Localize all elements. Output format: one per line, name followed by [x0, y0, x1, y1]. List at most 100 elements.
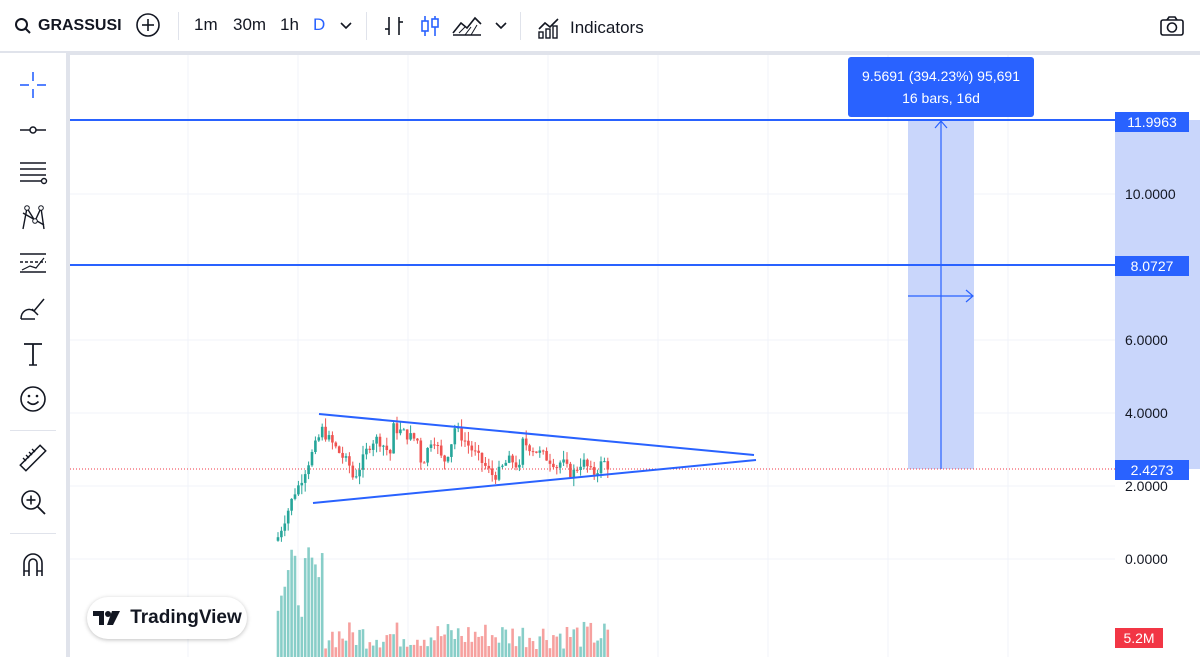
price-tick: 4.0000: [1125, 405, 1168, 421]
volume-bar: [358, 629, 361, 657]
candle-body: [426, 447, 429, 463]
candle-body: [531, 451, 535, 453]
candle-body: [354, 476, 358, 478]
crosshair-icon[interactable]: [18, 70, 48, 100]
volume-bar: [494, 637, 497, 657]
volume-bar: [579, 646, 582, 657]
volume-bar: [320, 553, 324, 657]
indicators-button[interactable]: Indicators: [536, 10, 644, 46]
chevron-down-icon[interactable]: [490, 14, 512, 36]
candle-body: [297, 485, 300, 495]
interval-1h[interactable]: 1h: [280, 15, 299, 34]
volume-bar: [586, 626, 589, 657]
volume-bar: [552, 635, 555, 657]
candle-body: [334, 442, 338, 447]
candle-body: [303, 474, 307, 483]
candle-body: [327, 435, 331, 440]
candles-chart-icon[interactable]: [417, 13, 443, 39]
volume-bar: [518, 636, 521, 657]
volume-bar: [501, 627, 504, 657]
volume-bar: [535, 648, 538, 657]
chevron-down-icon[interactable]: [335, 14, 357, 36]
volume-bar: [300, 616, 304, 657]
volume-bar: [405, 646, 409, 657]
volume-bar: [327, 640, 331, 657]
measure-right-arrow: [965, 289, 974, 303]
volume-bar: [521, 627, 525, 657]
candle-body: [293, 494, 297, 499]
volume-bar: [504, 629, 508, 657]
interval-1m[interactable]: 1m: [194, 15, 218, 34]
candle-body: [579, 466, 582, 471]
candle-body: [494, 475, 497, 480]
volume-bar: [446, 624, 450, 657]
fib-lines-icon[interactable]: [18, 158, 48, 188]
volume-bar: [531, 641, 535, 657]
volume-bar: [470, 641, 474, 657]
volume-bar: [378, 647, 382, 657]
text-icon[interactable]: [18, 339, 48, 369]
volume-bar: [395, 622, 399, 657]
ruler-icon[interactable]: [18, 443, 48, 473]
trendline-lower[interactable]: [312, 459, 757, 504]
zoom-icon[interactable]: [18, 487, 48, 517]
candle-body: [555, 467, 559, 469]
camera-icon[interactable]: [1158, 12, 1186, 40]
divider: [10, 533, 56, 534]
interval-d[interactable]: D: [313, 15, 326, 34]
candle-body: [569, 463, 572, 478]
tradingview-logo[interactable]: TradingView: [87, 597, 247, 639]
candle-body: [586, 459, 589, 467]
volume-bar: [409, 644, 412, 657]
chart-pane[interactable]: 10.0000 6.0000 4.0000 2.0000 0.0000 11.9…: [70, 55, 1200, 657]
volume-bar: [558, 633, 562, 657]
horizontal-line-icon[interactable]: [18, 115, 48, 145]
volume-bar: [429, 637, 433, 657]
indicators-icon: [538, 18, 559, 39]
volume-bar: [456, 628, 460, 657]
candle-body: [538, 450, 542, 453]
candle-body: [320, 426, 324, 438]
volume-bar: [460, 635, 463, 657]
bars-chart-icon[interactable]: [381, 13, 407, 39]
volume-bar: [480, 636, 484, 657]
volume-bar: [402, 639, 406, 657]
volume-bar: [371, 645, 375, 657]
volume-bar: [596, 640, 599, 657]
volume-bar: [555, 636, 559, 657]
volume-bar: [334, 647, 338, 657]
volume-bar: [582, 621, 586, 657]
candle-body: [433, 444, 436, 446]
volume-bar: [416, 639, 419, 657]
candle-body: [317, 437, 321, 441]
trendline-upper[interactable]: [318, 413, 755, 456]
volume-bar: [569, 636, 572, 657]
candle-body: [599, 461, 603, 474]
prediction-icon[interactable]: [18, 248, 48, 278]
candle-body: [348, 456, 351, 466]
candle-body: [443, 455, 446, 462]
candle-body: [606, 461, 610, 470]
symbol-search[interactable]: GRASSUSI: [14, 8, 122, 44]
candle-body: [572, 469, 576, 478]
emoji-icon[interactable]: [18, 384, 48, 414]
brush-icon[interactable]: [18, 293, 48, 323]
candle-body: [521, 438, 525, 465]
add-symbol-icon[interactable]: [135, 12, 161, 38]
volume-bar: [592, 642, 596, 657]
volume-bar: [283, 586, 287, 657]
candle-body: [514, 462, 518, 468]
volume-bar: [450, 630, 453, 657]
volume-bar: [497, 642, 501, 657]
volume-bar: [344, 640, 348, 657]
volume-bar: [545, 640, 548, 657]
volume-bar: [337, 631, 341, 657]
chart-canvas[interactable]: 10.0000 6.0000 4.0000 2.0000 0.0000: [70, 55, 1200, 657]
area-chart-icon[interactable]: [451, 13, 483, 39]
interval-30m[interactable]: 30m: [233, 15, 267, 34]
pattern-icon[interactable]: [18, 203, 48, 233]
candle-body: [541, 450, 545, 452]
magnet-icon[interactable]: [18, 549, 48, 579]
candle-body: [419, 440, 423, 463]
price-tag-last: 2.4273: [1115, 460, 1189, 480]
